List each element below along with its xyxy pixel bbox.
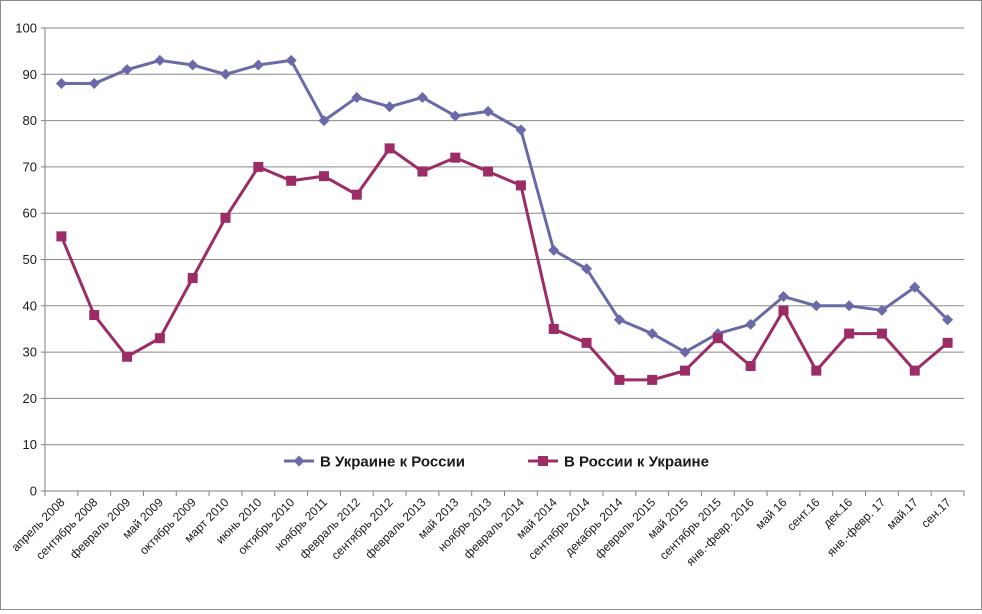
axes: [41, 27, 965, 496]
y-tick-label: 30: [23, 345, 37, 360]
data-point: [844, 328, 855, 339]
data-point: [253, 161, 264, 172]
data-point: [351, 91, 363, 103]
data-point: [318, 171, 329, 182]
data-point: [515, 124, 527, 136]
y-tick-label: 20: [23, 391, 37, 406]
data-point: [55, 78, 67, 90]
data-point: [154, 54, 166, 66]
series-line: [61, 58, 949, 354]
data-point: [154, 333, 165, 344]
data-point: [416, 91, 428, 103]
data-point: [712, 333, 723, 344]
data-point: [286, 175, 297, 186]
data-point: [187, 59, 199, 71]
data-point: [745, 360, 756, 371]
data-point: [89, 310, 100, 321]
data-point: [417, 166, 428, 177]
data-point: [942, 314, 954, 326]
legend-item-2: В России к Украине: [528, 454, 709, 471]
y-tick-label: 90: [23, 67, 37, 82]
data-point: [449, 110, 461, 122]
data-point: [745, 318, 757, 330]
series-2: [56, 143, 953, 385]
data-point: [285, 54, 297, 66]
x-tick-label: сент.16: [784, 495, 823, 534]
data-point: [581, 263, 593, 275]
x-tick-label: янв.-февр. 17: [824, 495, 888, 559]
data-point: [548, 244, 560, 256]
data-point: [121, 64, 133, 76]
y-tick-label: 60: [23, 206, 37, 221]
grid-lines: [45, 27, 964, 446]
legend-label: В Украине к России: [320, 454, 465, 471]
data-point: [646, 328, 658, 340]
data-point: [56, 231, 67, 242]
data-point: [811, 365, 822, 376]
data-point: [680, 365, 691, 376]
data-point: [351, 189, 362, 200]
data-point: [187, 273, 198, 284]
data-point: [909, 281, 921, 293]
y-tick-label: 100: [15, 21, 37, 36]
data-point: [876, 328, 887, 339]
data-point: [220, 212, 231, 223]
data-point: [843, 300, 855, 312]
data-point: [252, 59, 264, 71]
legend-swatch-marker: [538, 456, 548, 466]
data-point: [876, 304, 888, 316]
data-point: [778, 305, 789, 316]
data-point: [909, 365, 920, 376]
y-tick-labels: 0 10 20 30 40 50 60 70 80 90 100: [15, 21, 37, 499]
data-point: [220, 68, 232, 80]
data-point: [318, 115, 330, 127]
y-tick-label: 50: [23, 252, 37, 267]
y-tick-label: 80: [23, 113, 37, 128]
data-point: [614, 374, 625, 385]
data-point: [647, 374, 658, 385]
data-point: [88, 78, 100, 90]
data-point: [483, 166, 494, 177]
data-point: [515, 180, 526, 191]
data-point: [581, 337, 592, 348]
data-point: [548, 323, 559, 334]
data-point: [613, 314, 625, 326]
legend-item-1: В Украине к России: [284, 454, 465, 471]
legend-swatch-marker: [293, 455, 305, 467]
data-point: [482, 105, 494, 117]
data-point: [384, 143, 395, 154]
y-tick-label: 10: [23, 437, 37, 452]
legend-label: В России к Украине: [564, 454, 709, 471]
legend: В Украине к России В России к Украине: [284, 454, 709, 471]
series-line: [60, 146, 949, 382]
y-tick-label: 70: [23, 159, 37, 174]
x-tick-label: май.17: [884, 495, 921, 532]
data-point: [450, 152, 461, 163]
series-1: [55, 54, 954, 358]
data-point: [942, 337, 953, 348]
data-point: [122, 351, 133, 362]
data-point: [777, 291, 789, 303]
data-point: [679, 346, 691, 358]
x-tick-label: май 16: [753, 495, 790, 532]
x-tick-label: сен.17: [918, 495, 954, 531]
data-point: [810, 300, 822, 312]
y-tick-label: 40: [23, 298, 37, 313]
series: [55, 54, 954, 385]
y-tick-label: 0: [30, 484, 37, 499]
data-point: [384, 101, 396, 113]
